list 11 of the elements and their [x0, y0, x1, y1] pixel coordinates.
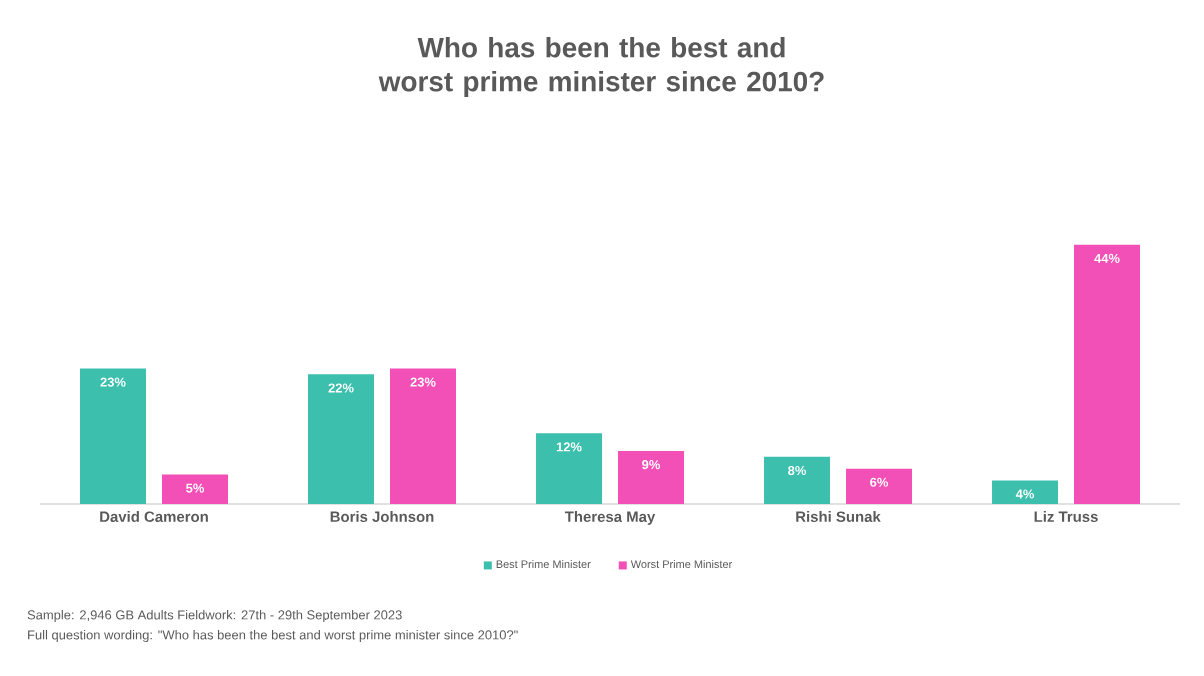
bar	[536, 433, 603, 504]
bar	[846, 468, 913, 504]
bar	[80, 368, 147, 504]
bar	[308, 374, 375, 504]
bar	[618, 450, 685, 504]
chart-title: Who has been the best and worst prime minister since 2010?	[378, 37, 824, 97]
bar	[992, 480, 1059, 504]
bar	[764, 456, 831, 504]
bar	[1074, 244, 1141, 504]
bar	[390, 368, 457, 504]
bar	[162, 474, 229, 504]
